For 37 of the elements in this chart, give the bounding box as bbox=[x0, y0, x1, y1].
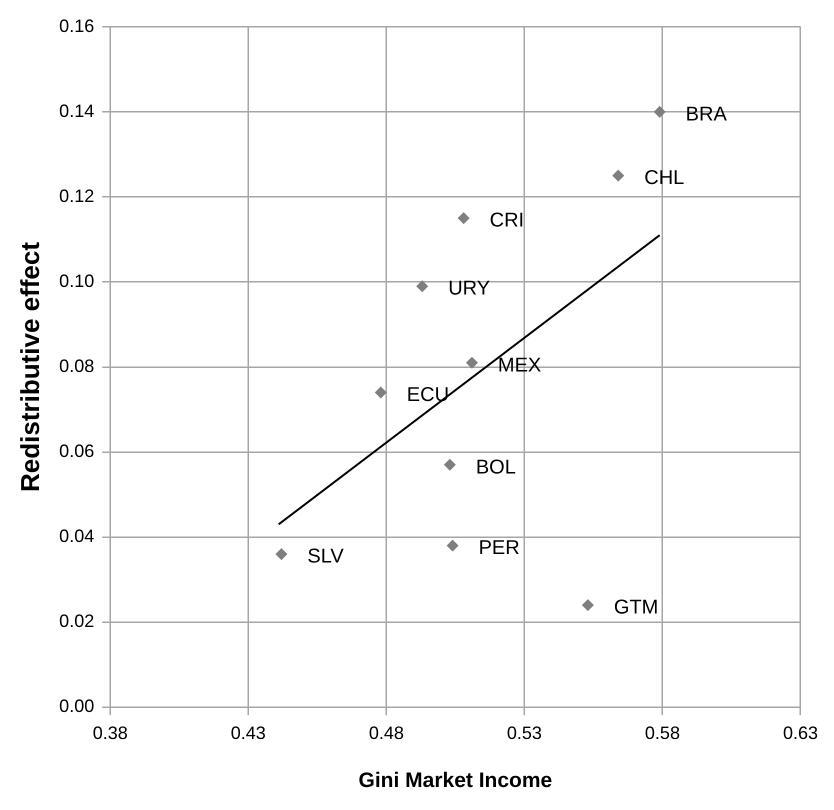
point bbox=[416, 280, 428, 292]
x-tick-label: 0.58 bbox=[644, 722, 680, 743]
point bbox=[275, 548, 288, 560]
annotation: CHL bbox=[644, 167, 684, 190]
x-tick-label: 0.43 bbox=[230, 722, 266, 743]
y-tick-label: 0.16 bbox=[59, 16, 94, 36]
point bbox=[458, 212, 470, 224]
annotation: BOL bbox=[476, 456, 516, 478]
y-tick-label: 0.08 bbox=[59, 356, 94, 376]
annotation: ECU bbox=[406, 384, 450, 406]
annotation: PER bbox=[478, 537, 520, 560]
x-axis-title: Gini Market Income bbox=[358, 769, 552, 792]
point bbox=[374, 386, 387, 399]
y-tick-label: 0.00 bbox=[59, 696, 94, 716]
annotation: BRA bbox=[686, 103, 728, 126]
annotation: CRI bbox=[490, 210, 524, 232]
y-tick-label: 0.06 bbox=[59, 441, 94, 462]
y-tick-label: 0.04 bbox=[59, 526, 94, 546]
point bbox=[446, 540, 459, 552]
x-tick-label: 0.48 bbox=[368, 722, 404, 743]
x-tick-label: 0.53 bbox=[506, 722, 542, 743]
annotation: MEX bbox=[498, 354, 542, 376]
y-tick-label: 0.02 bbox=[59, 611, 94, 632]
point bbox=[466, 356, 478, 369]
x-tick-label: 0.63 bbox=[782, 722, 818, 743]
y-axis-title: Redistributive effect bbox=[14, 242, 45, 492]
y-tick-label: 0.12 bbox=[59, 186, 94, 206]
annotation: URY bbox=[448, 278, 490, 300]
y-tick-label: 0.14 bbox=[59, 100, 94, 121]
point bbox=[444, 458, 456, 471]
point bbox=[582, 599, 594, 612]
x-tick-label: 0.38 bbox=[92, 722, 128, 743]
point bbox=[612, 170, 624, 182]
annotation: GTM bbox=[614, 596, 658, 619]
annotation: SLV bbox=[307, 546, 344, 568]
point bbox=[654, 106, 666, 118]
y-tick-label: 0.10 bbox=[59, 270, 94, 291]
